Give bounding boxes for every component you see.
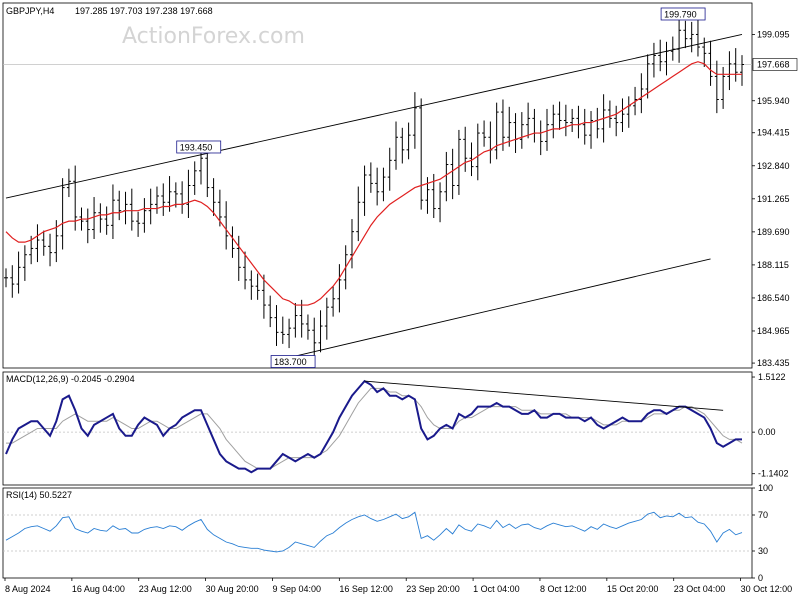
price-tick-2: 195.940: [757, 96, 790, 106]
x-tick-0: 8 Aug 2024: [5, 584, 51, 594]
panel-frame-1: [2, 371, 753, 486]
rsi-tick-0: 100: [758, 483, 773, 493]
price-tick-9: 184.965: [757, 326, 790, 336]
macd-label: MACD(12,26,9) -0.2045 -0.2904: [6, 374, 135, 384]
annotation-box-0: [660, 7, 706, 21]
price-tick-0: 199.095: [757, 30, 790, 40]
ohlc-label: 197.285 197.703 197.238 197.668: [75, 6, 213, 16]
macd-tick-2: -1.1402: [758, 469, 789, 479]
watermark: ActionForex.com: [122, 24, 305, 49]
panel-frame-0: [2, 2, 753, 369]
x-tick-10: 23 Oct 04:00: [674, 584, 726, 594]
annotation-2: 183.700: [274, 357, 307, 367]
x-tick-5: 16 Sep 12:00: [339, 584, 393, 594]
macd-trendline: [364, 380, 724, 411]
x-tick-7: 1 Oct 04:00: [473, 584, 520, 594]
channel-upper-line: [5, 34, 743, 199]
symbol-label: GBPJPY,H4: [6, 6, 54, 16]
price-panel: 199.790 193.450 183.700: [3, 7, 752, 368]
macd-tick-0: 1.5122: [758, 372, 786, 382]
rsi-panel: [3, 511, 752, 553]
x-tick-1: 16 Aug 04:00: [72, 584, 125, 594]
axes: 199.095 197.668 195.940 194.415 192.840 191.2…: [4, 30, 798, 594]
macd-panel: [3, 379, 752, 474]
annotation-1: 193.450: [180, 142, 213, 152]
moving-average-line: [5, 61, 742, 306]
panel-frame-2: [2, 487, 753, 579]
price-tick-3: 194.415: [757, 128, 790, 138]
panel-frames: [2, 2, 753, 579]
price-tick-6: 189.690: [757, 227, 790, 237]
rsi-tick-2: 30: [758, 546, 768, 556]
price-tick-1: 197.668: [757, 60, 790, 70]
annotation-box-1: [176, 140, 222, 154]
x-tick-3: 30 Aug 20:00: [206, 584, 259, 594]
rsi-tick-1: 70: [758, 510, 768, 520]
x-tick-11: 30 Oct 12:00: [741, 584, 793, 594]
x-tick-6: 23 Sep 20:00: [406, 584, 460, 594]
macd-signal-line: [6, 387, 743, 470]
rsi-line: [5, 511, 743, 553]
price-tick-8: 186.540: [757, 293, 790, 303]
last-price-box: [752, 58, 798, 71]
price-tick-4: 192.840: [757, 161, 790, 171]
rsi-label: RSI(14) 50.5227: [6, 490, 72, 500]
x-tick-2: 23 Aug 12:00: [139, 584, 192, 594]
x-tick-9: 15 Oct 20:00: [607, 584, 659, 594]
x-tick-4: 9 Sep 04:00: [272, 584, 321, 594]
x-tick-8: 8 Oct 12:00: [540, 584, 587, 594]
price-header: GBPJPY,H4 197.285 197.703 197.238 197.66…: [6, 6, 213, 16]
channel-lower-line: [288, 258, 711, 358]
macd-tick-1: 0.00: [758, 427, 776, 437]
price-tick-5: 191.265: [757, 194, 790, 204]
price-tick-10: 183.435: [757, 358, 790, 368]
annotation-box-2: [270, 355, 316, 368]
price-tick-7: 188.115: [757, 260, 789, 270]
annotation-0: 199.790: [664, 9, 697, 19]
rsi-tick-3: 0: [758, 573, 763, 583]
macd-line: [5, 379, 742, 474]
